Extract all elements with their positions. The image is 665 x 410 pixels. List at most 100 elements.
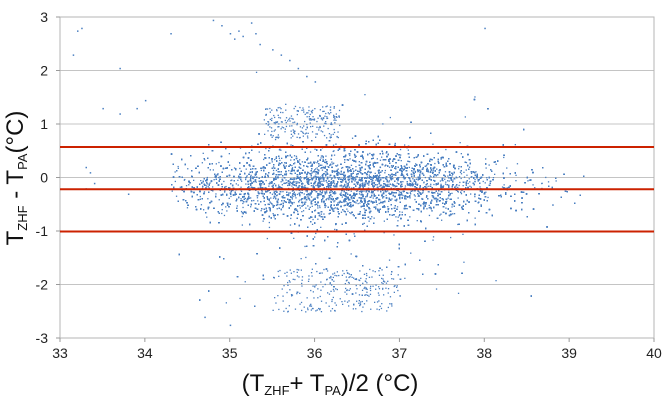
data-point — [314, 236, 316, 238]
data-point — [426, 164, 428, 166]
data-point — [316, 162, 318, 164]
data-point — [375, 197, 377, 199]
data-point — [433, 179, 435, 182]
data-point — [470, 186, 472, 188]
data-point — [424, 186, 426, 188]
data-point — [459, 181, 461, 184]
data-point — [334, 207, 336, 209]
data-point — [316, 194, 319, 197]
data-point — [344, 149, 346, 152]
data-point — [367, 171, 369, 173]
data-point — [204, 159, 206, 161]
data-point — [338, 172, 340, 174]
data-point — [280, 149, 282, 151]
data-point — [406, 208, 408, 210]
data-point — [302, 210, 305, 212]
data-point — [320, 213, 323, 215]
data-point — [258, 151, 260, 153]
data-point — [428, 214, 431, 217]
data-point — [344, 183, 346, 186]
data-point — [317, 197, 319, 199]
data-point — [288, 170, 290, 172]
data-point — [368, 174, 370, 176]
data-point — [226, 193, 228, 195]
data-point — [444, 178, 446, 180]
data-point — [462, 185, 464, 187]
data-point — [223, 180, 225, 183]
data-point — [381, 193, 383, 196]
data-point — [409, 216, 411, 218]
data-point — [432, 195, 434, 197]
data-point — [402, 176, 404, 179]
data-point — [335, 143, 337, 145]
data-point — [400, 154, 402, 156]
data-point — [358, 191, 361, 193]
data-point — [469, 181, 471, 183]
data-point — [346, 208, 348, 210]
data-point — [282, 206, 284, 209]
data-point — [226, 210, 228, 212]
data-point — [381, 156, 383, 158]
data-point — [417, 195, 419, 197]
data-point — [468, 166, 471, 168]
data-point — [185, 185, 188, 187]
data-point — [230, 179, 232, 182]
data-point — [457, 191, 459, 193]
data-point — [392, 183, 394, 185]
data-point — [382, 197, 384, 199]
data-point — [480, 204, 482, 206]
data-point — [417, 178, 419, 180]
data-point — [447, 180, 449, 182]
data-point — [229, 192, 231, 194]
data-point — [541, 182, 543, 185]
data-point — [351, 195, 353, 197]
data-point — [326, 171, 328, 173]
data-point — [409, 179, 411, 182]
data-point — [245, 212, 247, 214]
data-point — [291, 198, 293, 200]
data-point — [235, 183, 237, 185]
data-point — [372, 182, 374, 184]
data-point — [206, 216, 208, 218]
data-point — [303, 193, 305, 195]
data-point — [333, 150, 335, 152]
data-point — [260, 169, 262, 172]
data-point — [331, 161, 333, 163]
data-point — [365, 196, 367, 198]
data-point — [326, 192, 328, 194]
data-point — [336, 186, 338, 188]
data-point — [224, 191, 226, 193]
data-point — [228, 197, 230, 199]
data-point — [347, 176, 349, 178]
data-point — [320, 226, 322, 228]
data-point — [273, 276, 275, 279]
data-point — [240, 193, 242, 195]
data-point — [312, 184, 314, 187]
data-point — [280, 173, 282, 176]
data-point — [393, 184, 396, 187]
data-point — [437, 192, 439, 194]
data-point — [409, 182, 411, 185]
data-point — [272, 213, 274, 215]
data-point — [213, 179, 215, 181]
data-point — [315, 232, 317, 235]
data-point — [307, 196, 309, 198]
data-point — [373, 217, 375, 219]
data-point — [321, 155, 324, 157]
data-point — [395, 200, 397, 202]
data-point — [483, 191, 486, 194]
data-point — [481, 190, 483, 192]
data-point — [348, 175, 351, 177]
data-point — [299, 163, 302, 166]
data-point — [432, 169, 434, 171]
data-point — [450, 177, 453, 179]
data-point — [285, 157, 287, 159]
data-point — [221, 212, 223, 215]
data-point — [288, 182, 290, 184]
data-point — [299, 159, 301, 161]
data-point — [374, 195, 377, 197]
data-point — [306, 190, 308, 192]
data-point — [393, 234, 395, 236]
data-point — [183, 179, 185, 181]
data-point — [428, 191, 430, 193]
